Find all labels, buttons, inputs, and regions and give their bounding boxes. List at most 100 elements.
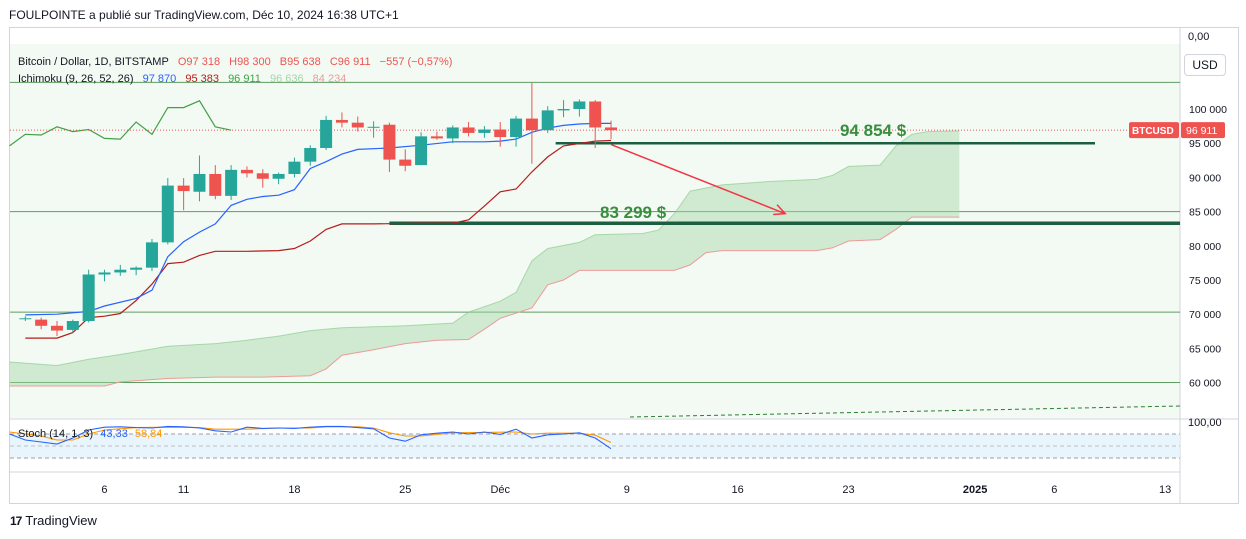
symbol-tag-bg — [1129, 122, 1179, 139]
tradingview-mark-icon: 17 — [10, 513, 22, 528]
y-tick-label-0: 60 000 — [1189, 378, 1221, 390]
y-tick-label-6: 90 000 — [1189, 172, 1221, 184]
x-tick-label-2: 18 — [288, 484, 300, 496]
stoch-axis-top-label: 100,00 — [1188, 417, 1222, 429]
x-tick-label-10: 13 — [1159, 484, 1171, 496]
y-axis-top-label: 0,00 — [1188, 31, 1209, 43]
x-tick-label-1: 11 — [178, 484, 189, 496]
y-tick-label-8: 100 000 — [1189, 104, 1227, 116]
candle-body-10 — [177, 185, 190, 192]
x-tick-label-6: 16 — [732, 484, 744, 496]
ichimoku-kijun-value: 95 383 — [185, 73, 219, 85]
x-tick-label-7: 23 — [842, 484, 854, 496]
x-tick-label-9: 6 — [1051, 484, 1057, 496]
tradingview-brand: TradingView — [25, 513, 97, 528]
y-tick-label-7: 95 000 — [1189, 138, 1221, 150]
ichimoku-legend: Ichimoku (9, 26, 52, 26) 97 870 95 383 9… — [18, 73, 352, 85]
legend-change: −557 (−0,57%) — [379, 56, 453, 68]
candle-body-30 — [494, 129, 507, 138]
ichimoku-span-a-value: 96 636 — [269, 73, 304, 85]
candle-body-7 — [130, 267, 143, 270]
y-tick-label-2: 70 000 — [1189, 309, 1221, 321]
stoch-name: Stoch (14, 1, 3) — [18, 428, 94, 440]
candle-body-21 — [351, 122, 364, 128]
stoch-k-value: 43,33 — [100, 428, 128, 440]
candle-body-15 — [256, 173, 269, 179]
y-tick-label-5: 85 000 — [1189, 207, 1221, 219]
candle-body-35 — [573, 101, 586, 109]
price-tag-text: 96 911 — [1186, 125, 1217, 137]
legend-close: C96 911 — [329, 56, 371, 68]
candle-body-9 — [161, 185, 174, 243]
candle-body-20 — [335, 119, 348, 123]
candle-body-26 — [430, 136, 443, 139]
candle-body-37 — [605, 127, 618, 131]
stoch-legend: Stoch (14, 1, 3) 43,33 58,84 — [18, 428, 166, 440]
x-tick-label-8: 2025 — [963, 484, 987, 496]
ichimoku-cloud — [9, 130, 960, 386]
ichimoku-span-b-value: 84 234 — [312, 73, 347, 85]
candle-body-6 — [114, 269, 127, 273]
candle-body-13 — [225, 169, 238, 196]
candle-body-31 — [510, 118, 523, 138]
symbol-tag-text: BTCUSD — [1132, 126, 1174, 137]
candle-body-32 — [525, 118, 538, 131]
ichimoku-tenkan-value: 97 870 — [142, 73, 177, 85]
stoch-k-line — [9, 425, 612, 450]
kijun-line — [25, 139, 612, 339]
y-tick-label-3: 75 000 — [1189, 275, 1221, 287]
candle-body-33 — [541, 110, 554, 131]
candle-body-4 — [82, 274, 95, 322]
cloud-span-b-line — [9, 216, 960, 387]
candle-body-16 — [272, 173, 285, 179]
x-tick-label-4: Déc — [490, 484, 510, 496]
candle-body-22 — [367, 126, 380, 128]
ichimoku-chikou-value: 96 911 — [228, 73, 261, 85]
candle-body-17 — [288, 161, 301, 174]
candle-body-25 — [415, 136, 428, 166]
x-tick-label-0: 6 — [101, 484, 107, 496]
symbol-legend: Bitcoin / Dollar, 1D, BITSTAMP O97 318 H… — [18, 56, 458, 68]
annotation-lower-level: 83 299 $ — [600, 203, 667, 222]
trend-arrow-head — [773, 204, 787, 216]
candle-body-19 — [320, 119, 333, 148]
x-tick-label-3: 25 — [399, 484, 411, 496]
ichimoku-name: Ichimoku (9, 26, 52, 26) — [18, 73, 134, 85]
candle-body-34 — [557, 109, 570, 111]
legend-low: B95 638 — [279, 56, 321, 68]
y-tick-label-1: 65 000 — [1189, 343, 1221, 355]
candle-body-12 — [209, 173, 222, 196]
cloud-span-a-line — [9, 130, 960, 367]
published-line: FOULPOINTE a publié sur TradingView.com,… — [9, 8, 399, 22]
price-tag-bg — [1181, 122, 1225, 139]
candle-body-3 — [66, 321, 79, 330]
candle-body-29 — [478, 129, 491, 133]
tradingview-logo[interactable]: 17 TradingView — [10, 513, 97, 528]
candle-body-8 — [145, 242, 158, 268]
candle-body-1 — [35, 319, 48, 326]
chikou-line — [9, 100, 232, 147]
candle-body-11 — [193, 173, 206, 192]
candle-body-23 — [383, 124, 396, 160]
currency-button[interactable]: USD — [1184, 54, 1226, 76]
candle-body-18 — [304, 147, 317, 162]
stoch-d-value: 58,84 — [134, 428, 163, 440]
chart-frame — [9, 27, 1239, 504]
legend-open: O97 318 — [177, 56, 221, 68]
candle-body-5 — [98, 272, 111, 275]
legend-high: H98 300 — [229, 56, 271, 68]
candle-body-27 — [446, 127, 459, 139]
candle-body-14 — [240, 169, 253, 174]
trend-arrow-line — [610, 143, 786, 215]
candle-body-24 — [399, 159, 412, 166]
x-tick-label-5: 9 — [624, 484, 630, 496]
candle-body-28 — [462, 127, 475, 133]
candle-body-36 — [589, 101, 602, 128]
symbol-name: Bitcoin / Dollar, 1D, BITSTAMP — [18, 56, 169, 68]
candle-body-0 — [19, 318, 32, 320]
candle-body-2 — [50, 325, 63, 331]
annotation-upper-level: 94 854 $ — [840, 121, 907, 140]
dashed-projection-line — [629, 405, 1181, 418]
